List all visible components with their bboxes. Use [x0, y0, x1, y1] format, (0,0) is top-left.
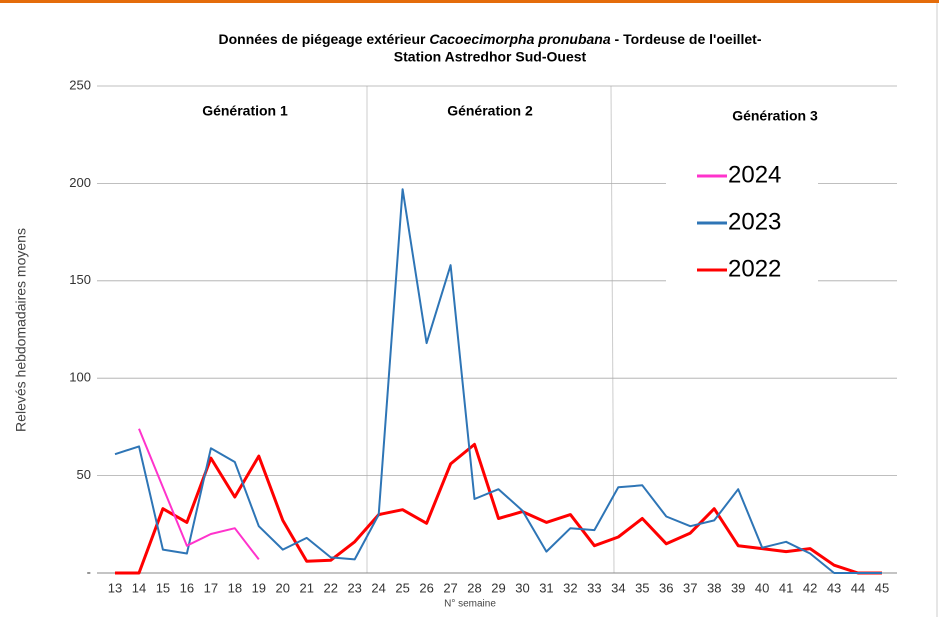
x-tick-label: 27 [443, 580, 457, 595]
y-tick-label: 150 [69, 272, 91, 287]
x-tick-label: 14 [132, 580, 146, 595]
chart-title: Données de piégeage extérieur Cacoecimor… [219, 31, 762, 47]
x-tick-label: 15 [156, 580, 170, 595]
x-axis-label: N° semaine [444, 599, 496, 610]
title-part: - Tordeuse de l'oeillet- [611, 31, 762, 47]
x-tick-label: 29 [491, 580, 505, 595]
x-tick-label: 42 [803, 580, 817, 595]
x-tick-label: 44 [851, 580, 865, 595]
legend-label: 2024 [728, 161, 781, 188]
series-line [114, 188, 882, 574]
generation-label: Génération 1 [202, 103, 288, 119]
x-tick-label: 30 [515, 580, 529, 595]
x-tick-label: 18 [228, 580, 242, 595]
y-tick-label: 200 [69, 175, 91, 190]
x-tick-label: 25 [395, 580, 409, 595]
x-tick-label: 20 [276, 580, 290, 595]
x-tick-label: 23 [347, 580, 361, 595]
x-tick-label: 24 [371, 580, 385, 595]
x-tick-label: 31 [539, 580, 553, 595]
x-tick-label: 17 [204, 580, 218, 595]
y-tick-label: - [87, 564, 91, 579]
x-tick-label: 39 [731, 580, 745, 595]
generation-label: Génération 3 [732, 108, 818, 124]
x-tick-label: 22 [323, 580, 337, 595]
x-tick-label: 28 [467, 580, 481, 595]
series-line [138, 428, 260, 561]
y-tick-label: 250 [69, 77, 91, 92]
x-tick-label: 34 [611, 580, 625, 595]
x-tick-label: 33 [587, 580, 601, 595]
x-tick-label: 21 [300, 580, 314, 595]
x-tick-label: 37 [683, 580, 697, 595]
generation-separator [610, 85, 615, 574]
legend-box [666, 158, 818, 288]
title-part: Cacoecimorpha pronubana [429, 31, 610, 47]
y-axis-label: Relevés hebdomadaires moyens [13, 228, 29, 432]
x-tick-label: 35 [635, 580, 649, 595]
y-tick-label: 50 [77, 467, 91, 482]
x-tick-label: 13 [108, 580, 122, 595]
x-tick-label: 41 [779, 580, 793, 595]
top-border [0, 0, 939, 3]
x-tick-label: 40 [755, 580, 769, 595]
legend-label: 2022 [728, 255, 781, 282]
chart-subtitle: Station Astredhor Sud-Ouest [394, 49, 587, 65]
x-tick-label: 19 [252, 580, 266, 595]
x-tick-label: 36 [659, 580, 673, 595]
legend-label: 2023 [728, 208, 781, 235]
series-line [115, 442, 882, 575]
generation-label: Génération 2 [447, 103, 533, 119]
title-part: Données de piégeage extérieur [219, 31, 430, 47]
x-tick-label: 26 [419, 580, 433, 595]
x-tick-label: 43 [827, 580, 841, 595]
x-tick-label: 45 [875, 580, 889, 595]
x-tick-label: 16 [180, 580, 194, 595]
x-tick-label: 38 [707, 580, 721, 595]
x-tick-label: 32 [563, 580, 577, 595]
y-tick-label: 100 [69, 370, 91, 385]
